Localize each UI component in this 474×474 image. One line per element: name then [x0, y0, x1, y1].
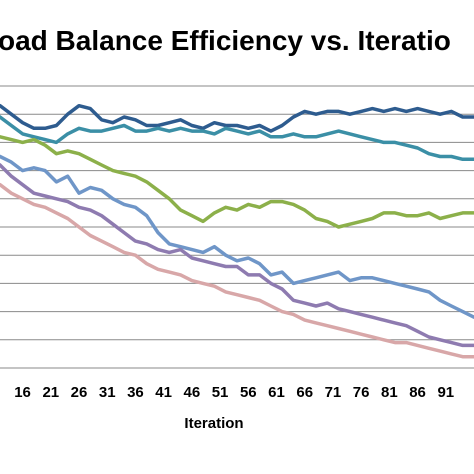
series-line-2	[0, 115, 474, 162]
x-tick-label: 31	[99, 384, 116, 401]
x-axis-label: Iteration	[184, 415, 243, 432]
x-tick-label: 71	[325, 384, 342, 401]
x-tick-label: 66	[296, 384, 313, 401]
x-tick-label: 76	[353, 384, 370, 401]
x-tick-label: 91	[437, 384, 454, 401]
x-tick-label: 21	[42, 384, 59, 401]
x-tick-label: 26	[71, 384, 88, 401]
x-tick-label: 86	[409, 384, 426, 401]
series-line-3	[0, 135, 474, 229]
x-tick-label: 46	[184, 384, 201, 401]
x-tick-label: 36	[127, 384, 144, 401]
x-tick-label: 16	[14, 384, 31, 401]
series-line-4	[0, 154, 474, 319]
x-tick-label: 51	[212, 384, 229, 401]
grid-lines	[0, 85, 474, 369]
series-line-5	[0, 163, 474, 348]
chart-title: oad Balance Efficiency vs. Iteratio	[0, 25, 451, 56]
x-tick-label: 81	[381, 384, 398, 401]
x-tick-label: 41	[155, 384, 172, 401]
series-layer	[0, 103, 474, 359]
x-tick-label: 56	[240, 384, 257, 401]
series-line-6	[0, 182, 474, 359]
x-tick-labels: 16 21 26 31 36 41 46 51 56 61 66 71 76 81 86 91	[14, 384, 454, 401]
x-tick-label: 61	[268, 384, 285, 401]
series-line-1	[0, 103, 474, 133]
